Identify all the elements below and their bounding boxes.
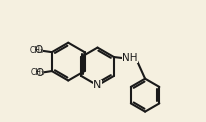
Text: CH₃: CH₃ — [29, 46, 44, 55]
Text: O: O — [35, 68, 43, 78]
Text: O: O — [34, 45, 43, 55]
Text: CH₃: CH₃ — [30, 68, 44, 77]
Text: N: N — [93, 80, 102, 90]
Text: NH: NH — [122, 53, 138, 63]
